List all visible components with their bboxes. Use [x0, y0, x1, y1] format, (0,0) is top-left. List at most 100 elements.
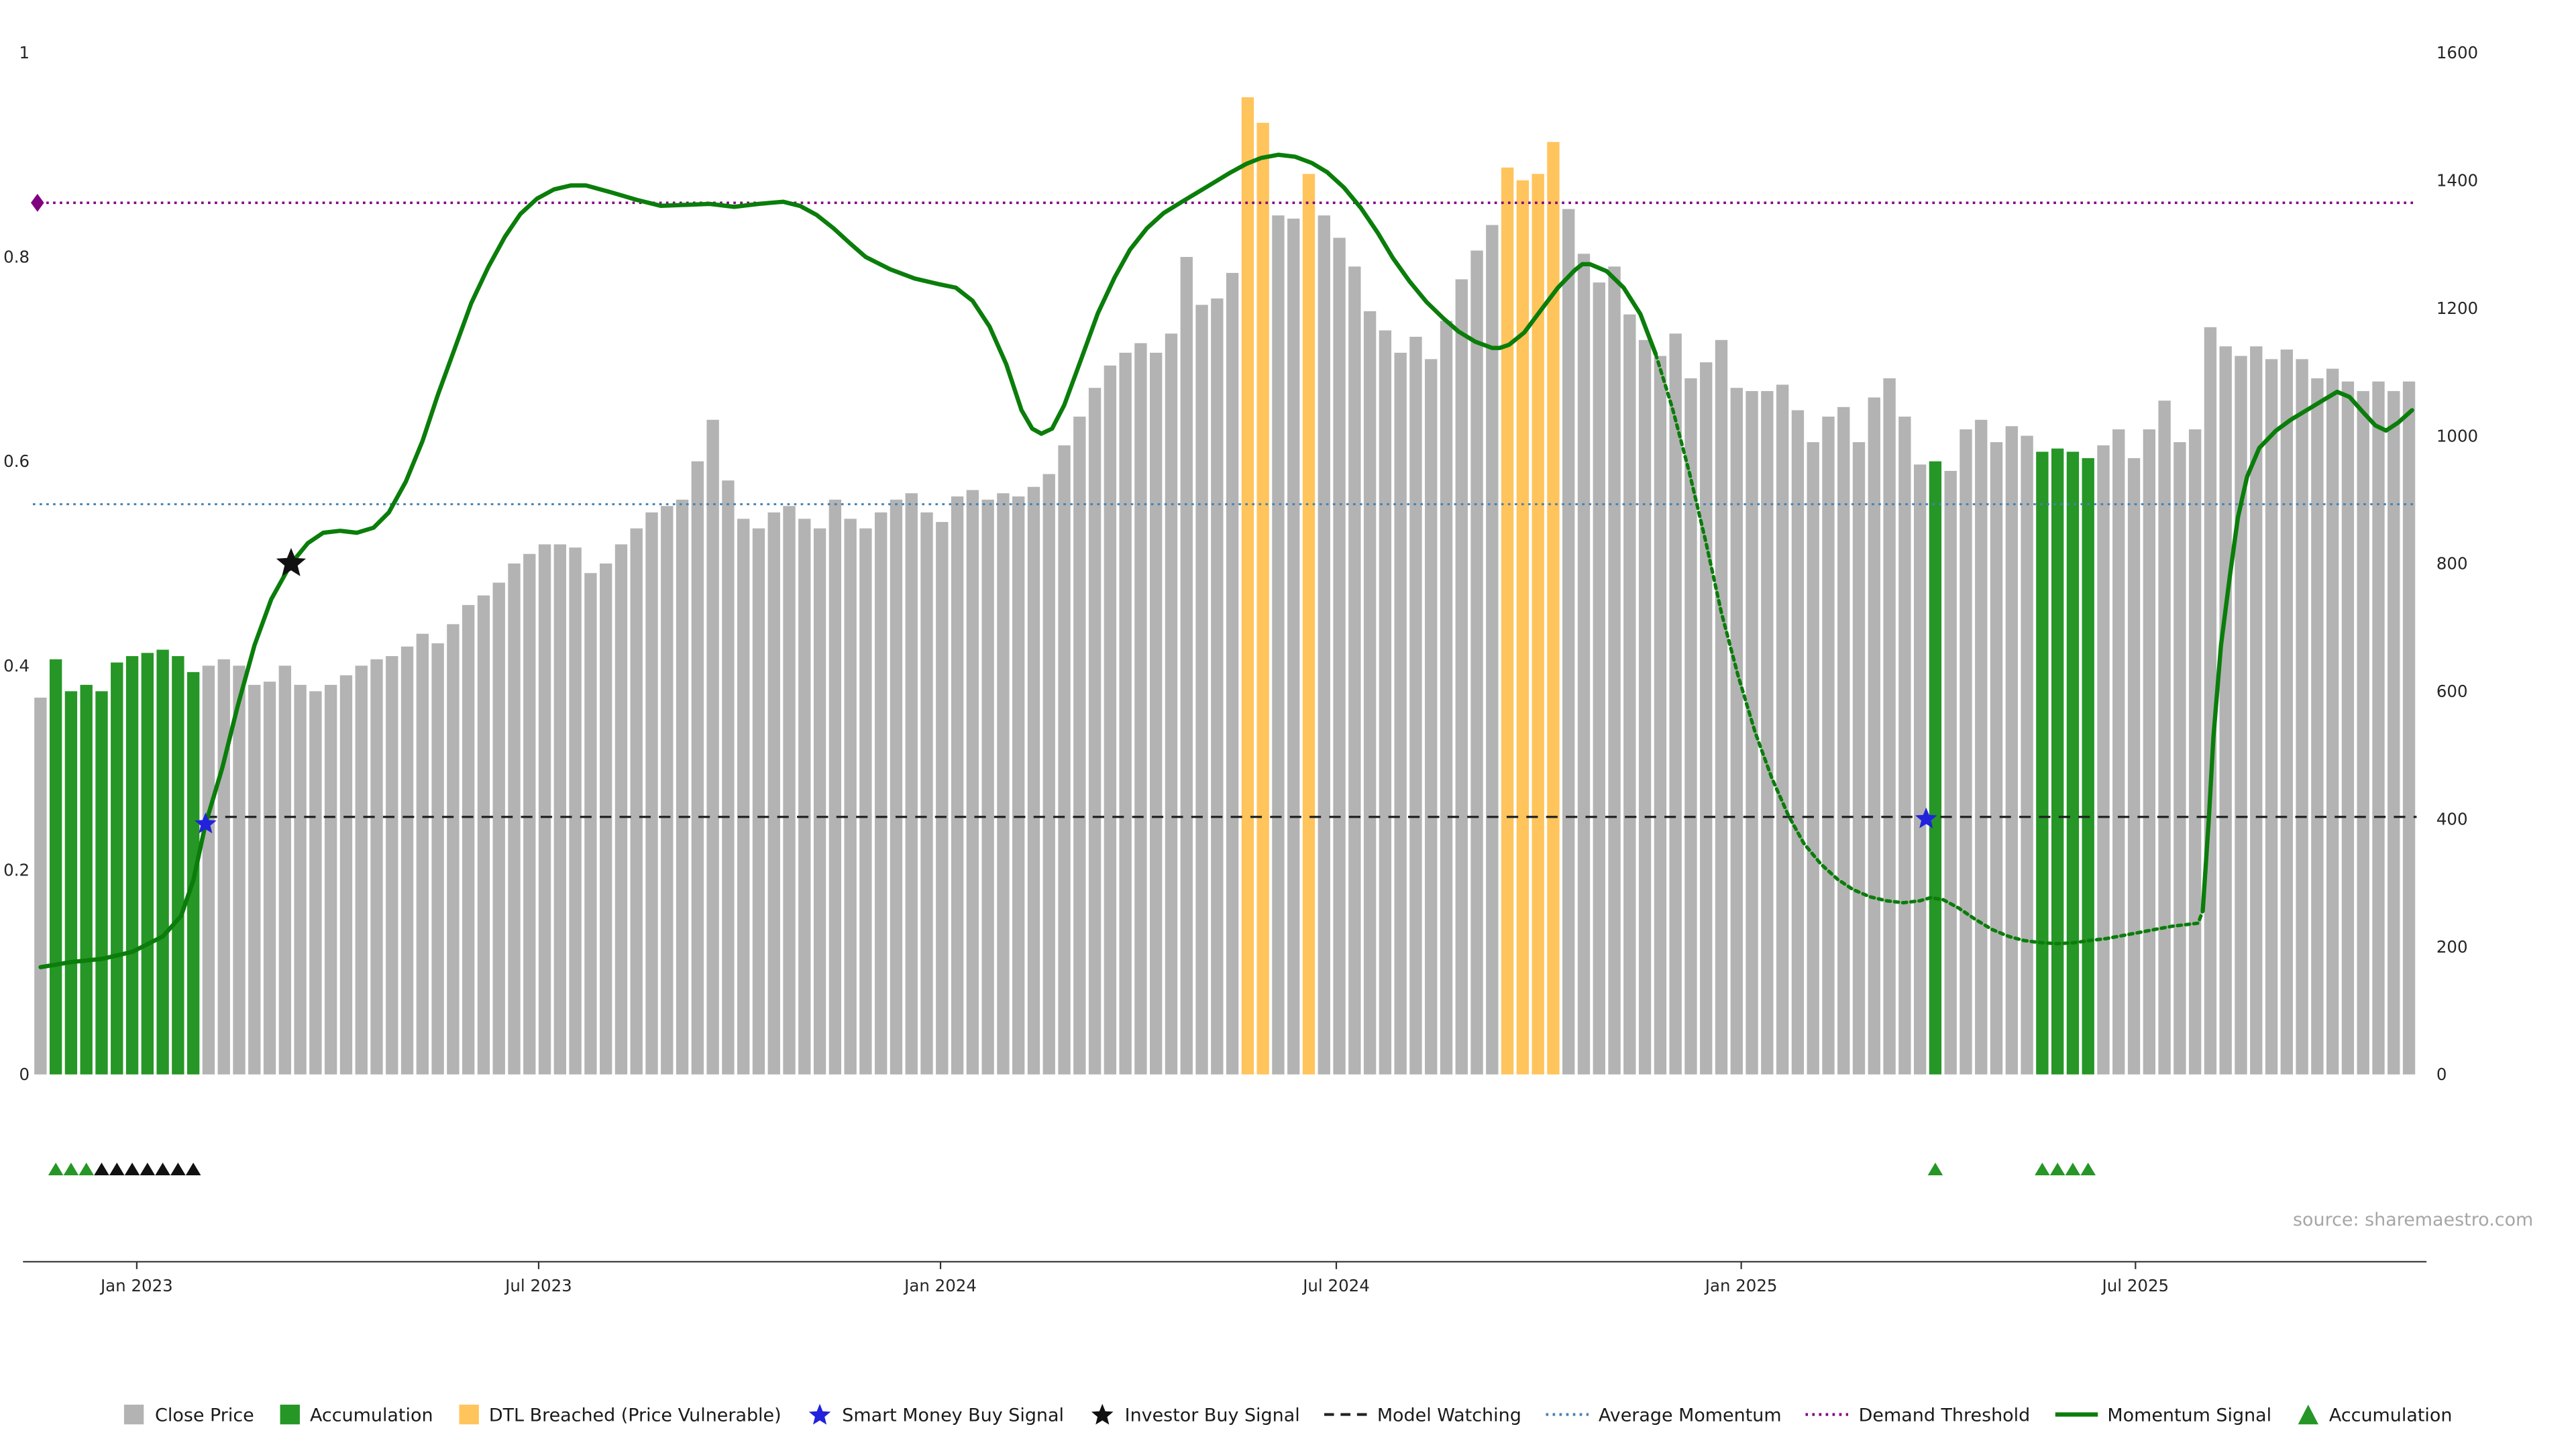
close-price-bar — [1883, 378, 1896, 1075]
close-price-bar — [890, 499, 903, 1075]
legend-item-investor-buy-signal: Investor Buy Signal — [1089, 1403, 1300, 1426]
close-price-bar — [1394, 352, 1407, 1075]
dtl-breached-bar — [1256, 123, 1269, 1075]
investor-triangle-icon — [94, 1163, 109, 1176]
close-price-bar — [691, 461, 704, 1075]
close-price-bar — [416, 633, 429, 1075]
close-price-bar — [1226, 272, 1239, 1075]
legend-item-dtl-breached: DTL Breached (Price Vulnerable) — [458, 1403, 782, 1426]
close-price-bar — [1623, 314, 1636, 1075]
close-price-bar — [676, 499, 689, 1075]
accumulation-bar — [2051, 448, 2064, 1075]
close-price-bar — [1409, 337, 1422, 1075]
close-price-bar — [1654, 356, 1667, 1075]
chart-legend: Close Price Accumulation DTL Breached (Pri… — [0, 1403, 2576, 1426]
accumulation-triangle-icon — [63, 1163, 79, 1176]
close-price-bar — [1562, 209, 1575, 1075]
close-price-icon — [124, 1404, 145, 1425]
accumulation-bar — [2036, 451, 2049, 1075]
legend-label: Average Momentum — [1598, 1403, 1782, 1426]
close-price-bar — [1379, 330, 1392, 1075]
accumulation-bar — [80, 684, 93, 1075]
close-price-bar — [1042, 474, 1055, 1075]
close-price-bar — [2188, 429, 2202, 1075]
close-price-bars — [34, 97, 2416, 1075]
legend-label: Accumulation — [309, 1403, 433, 1426]
close-price-bar — [828, 499, 842, 1075]
close-price-bar — [1348, 266, 1361, 1075]
smart-money-buy-star-icon — [1915, 807, 1937, 828]
close-price-bar — [2158, 400, 2171, 1075]
close-price-bar — [844, 519, 857, 1075]
close-price-bar — [1807, 442, 1819, 1075]
close-price-bar — [462, 604, 475, 1075]
close-price-bar — [1776, 384, 1789, 1075]
close-price-bar — [2112, 429, 2125, 1075]
legend-label: Accumulation — [2328, 1403, 2453, 1426]
close-price-bar — [1012, 496, 1025, 1075]
close-price-bar — [600, 564, 612, 1075]
accumulation-triangle-icon — [2049, 1163, 2065, 1176]
close-price-bar — [2219, 346, 2232, 1075]
close-price-bar — [1791, 410, 1805, 1075]
smart-money-buy-star-icon — [195, 812, 217, 834]
close-price-bar — [386, 656, 398, 1075]
close-price-bar — [569, 547, 582, 1075]
right-axis-tick-label: 600 — [2436, 682, 2468, 701]
close-price-bar — [1195, 305, 1208, 1075]
left-axis-tick-label: 0.2 — [3, 861, 30, 880]
model-watching-icon — [1324, 1413, 1368, 1416]
momentum-signal-line — [2200, 389, 2414, 914]
close-price-bar — [2311, 378, 2324, 1075]
close-price-bar — [294, 684, 307, 1075]
close-price-bar — [1868, 397, 1880, 1075]
investor-triangle-icon — [185, 1163, 201, 1176]
close-price-bar — [997, 493, 1010, 1075]
close-price-bar — [523, 553, 536, 1075]
close-price-bar — [2296, 359, 2308, 1075]
close-price-bar — [1455, 279, 1468, 1075]
legend-item-model-watching: Model Watching — [1324, 1403, 1521, 1426]
close-price-bar — [1211, 298, 1224, 1075]
close-price-bar — [508, 564, 521, 1075]
investor-buy-star-icon — [276, 547, 307, 576]
close-price-bar — [1700, 362, 1713, 1075]
close-price-bar — [1058, 445, 1071, 1075]
close-price-bar — [370, 659, 383, 1075]
legend-item-close-price: Close Price — [124, 1403, 254, 1426]
close-price-bar — [339, 675, 353, 1075]
close-price-bar — [1150, 352, 1163, 1075]
close-price-bar — [2250, 346, 2263, 1075]
accumulation-triangle-icon — [2065, 1163, 2081, 1176]
investor-triangle-icon — [124, 1163, 140, 1176]
close-price-bar — [1134, 343, 1147, 1075]
close-price-bar — [2127, 458, 2141, 1075]
close-price-bar — [309, 691, 322, 1075]
left-axis-tick-label: 1 — [19, 43, 30, 62]
right-axis-tick-label: 1200 — [2436, 299, 2478, 318]
close-price-bar — [1363, 311, 1377, 1075]
accumulation-bar — [1929, 461, 1942, 1075]
accumulation-bar — [2066, 451, 2080, 1075]
close-price-bar — [767, 512, 780, 1075]
close-price-bar — [1119, 352, 1132, 1075]
legend-item-smart-money-buy-signal: Smart Money Buy Signal — [806, 1403, 1064, 1426]
left-axis-tick-label: 0.4 — [3, 656, 30, 676]
close-price-bar — [2326, 368, 2339, 1075]
momentum-signal-line — [38, 152, 1658, 969]
close-price-bar — [752, 528, 765, 1075]
close-price-bar — [905, 493, 918, 1075]
close-price-bar — [1486, 225, 1499, 1075]
legend-label: Model Watching — [1377, 1403, 1521, 1426]
close-price-bar — [936, 522, 949, 1075]
right-axis-tick-label: 1400 — [2436, 170, 2478, 190]
close-price-bar — [2143, 429, 2156, 1075]
accumulation-bar — [64, 691, 78, 1075]
close-price-bar — [278, 665, 292, 1075]
close-price-bar — [951, 496, 964, 1075]
right-axis-tick-label: 200 — [2436, 937, 2468, 957]
momentum-signal-icon — [2054, 1412, 2098, 1417]
price-momentum-chart: Jan 2023 Jul 2023 Jan 2024 Jul 2024 Jan 2025… — [3, 43, 2478, 1295]
left-axis-tick-label: 0.8 — [3, 248, 30, 267]
